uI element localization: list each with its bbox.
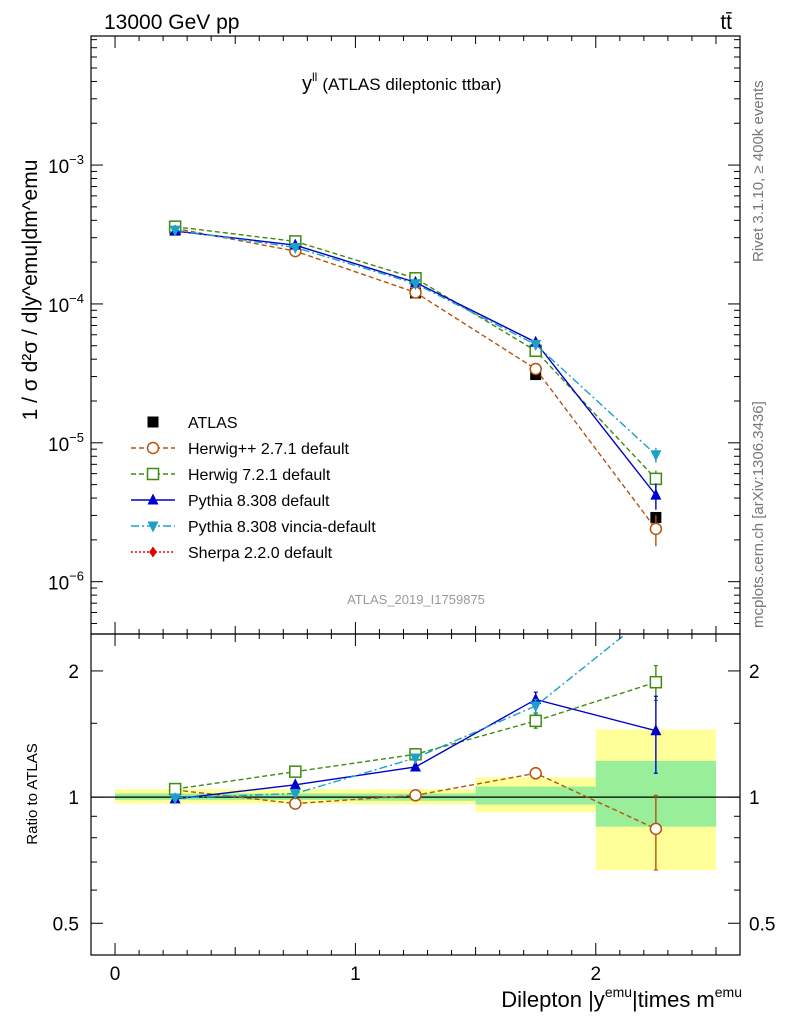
ratio-ticks: 0.5 0.5 1 1 2 2 0 1 2 [53, 634, 775, 985]
ratio-y-tick-label-left: 0.5 [53, 914, 79, 935]
ratio-data-point [530, 692, 542, 704]
data-point [529, 362, 542, 376]
legend-label: Herwig 7.2.1 default [188, 467, 331, 484]
legend-marker [146, 441, 160, 455]
ratio-plot-frame [90, 633, 741, 956]
main-y-label: 1 / σ d²σ / d|y^emu|dm^emu [19, 160, 42, 421]
legend-marker [147, 416, 159, 428]
series-line [175, 229, 657, 456]
main-y-ticks: 10−6 10−5 10−4 10−3 [48, 36, 740, 634]
legend: ATLAS Herwig++ 2.7.1 default Herwig 7.2.1 … [131, 415, 376, 562]
ratio-data-point [289, 765, 302, 778]
ratio-y-tick-label-left: 1 [68, 788, 79, 809]
data-point [649, 472, 663, 486]
ratio-y-tick-label-right: 2 [749, 662, 760, 683]
data-point [530, 340, 542, 352]
legend-label: Pythia 8.308 vincia-default [188, 519, 376, 536]
main-y-tick-label: 10−4 [48, 291, 84, 317]
ratio-panel: 0.5 0.5 1 1 2 2 0 1 2 Ratio to ATLAS Dilepton |y… [24, 633, 775, 1012]
ratio-data-point [289, 788, 301, 800]
data-point [410, 279, 421, 291]
process-label: tt̄ [720, 11, 732, 34]
legend-marker [147, 493, 159, 505]
ratio-series-group [168, 634, 663, 871]
ratio-data-point [410, 753, 421, 765]
x-label-mid: |times m [632, 987, 715, 1012]
ratio-data-point [530, 701, 542, 713]
ratio-data-point [289, 778, 301, 790]
ratio-data-point [529, 714, 542, 728]
data-point [289, 242, 301, 254]
x-label-main: Dilepton |y [501, 987, 605, 1012]
data-point [169, 225, 181, 237]
ratio-data-point [409, 789, 422, 802]
ratio-data-point [649, 822, 663, 836]
main-y-tick-label: 10−3 [48, 152, 84, 178]
mcplots-label: mcplots.cern.ch [arXiv:1306.3436] [750, 401, 767, 628]
main-title-var: y [302, 73, 312, 95]
series-line [175, 225, 657, 480]
ratio-marks [91, 634, 740, 871]
main-title: yll (ATLAS dileptonic ttbar) [302, 70, 502, 95]
ratio-data-point [410, 760, 421, 772]
data-point [650, 488, 662, 500]
watermark: ATLAS_2019_I1759875 [347, 592, 485, 607]
legend-marker [149, 546, 157, 558]
main-title-sup: ll [312, 70, 317, 84]
data-point [649, 522, 663, 536]
ratio-y-tick-label-left: 2 [68, 662, 79, 683]
ratio-data-point [529, 767, 542, 780]
legend-label: Sherpa 2.2.0 default [188, 545, 333, 562]
main-title-rest: (ATLAS dileptonic ttbar) [322, 75, 501, 94]
legend-label: Pythia 8.308 default [188, 493, 330, 510]
legend-label: Herwig++ 2.7.1 default [188, 441, 350, 458]
rivet-label: Rivet 3.1.10, ≥ 400k events [750, 80, 767, 262]
x-axis-label: Dilepton |yemu|times memu [501, 984, 742, 1012]
x-tick-label: 1 [350, 964, 361, 985]
ratio-y-tick-label-right: 0.5 [749, 914, 775, 935]
main-y-tick-label: 10−5 [48, 430, 84, 456]
uncertainty-band-inner [475, 786, 596, 805]
ratio-data-point [649, 675, 663, 689]
ratio-y-tick-label-right: 1 [749, 788, 760, 809]
data-point [650, 450, 662, 462]
legend-label: ATLAS [188, 415, 238, 432]
x-tick-label: 2 [590, 964, 601, 985]
ratio-data-point [169, 793, 181, 805]
energy-label: 13000 GeV pp [104, 11, 239, 34]
ratio-series-line [175, 681, 657, 790]
main-marks [168, 220, 663, 547]
x-label-sup1: emu [605, 984, 632, 1000]
ratio-data-point [650, 724, 662, 736]
x-label-sup2: emu [715, 984, 742, 1000]
legend-marker [146, 467, 160, 481]
main-y-tick-label: 10−6 [48, 569, 84, 595]
main-panel: 10−6 10−5 10−4 10−3 yll (ATLAS dileptonic tt… [19, 35, 741, 635]
ratio-y-label: Ratio to ATLAS [24, 743, 41, 844]
legend-marker [147, 521, 159, 533]
x-tick-label: 0 [110, 964, 121, 985]
